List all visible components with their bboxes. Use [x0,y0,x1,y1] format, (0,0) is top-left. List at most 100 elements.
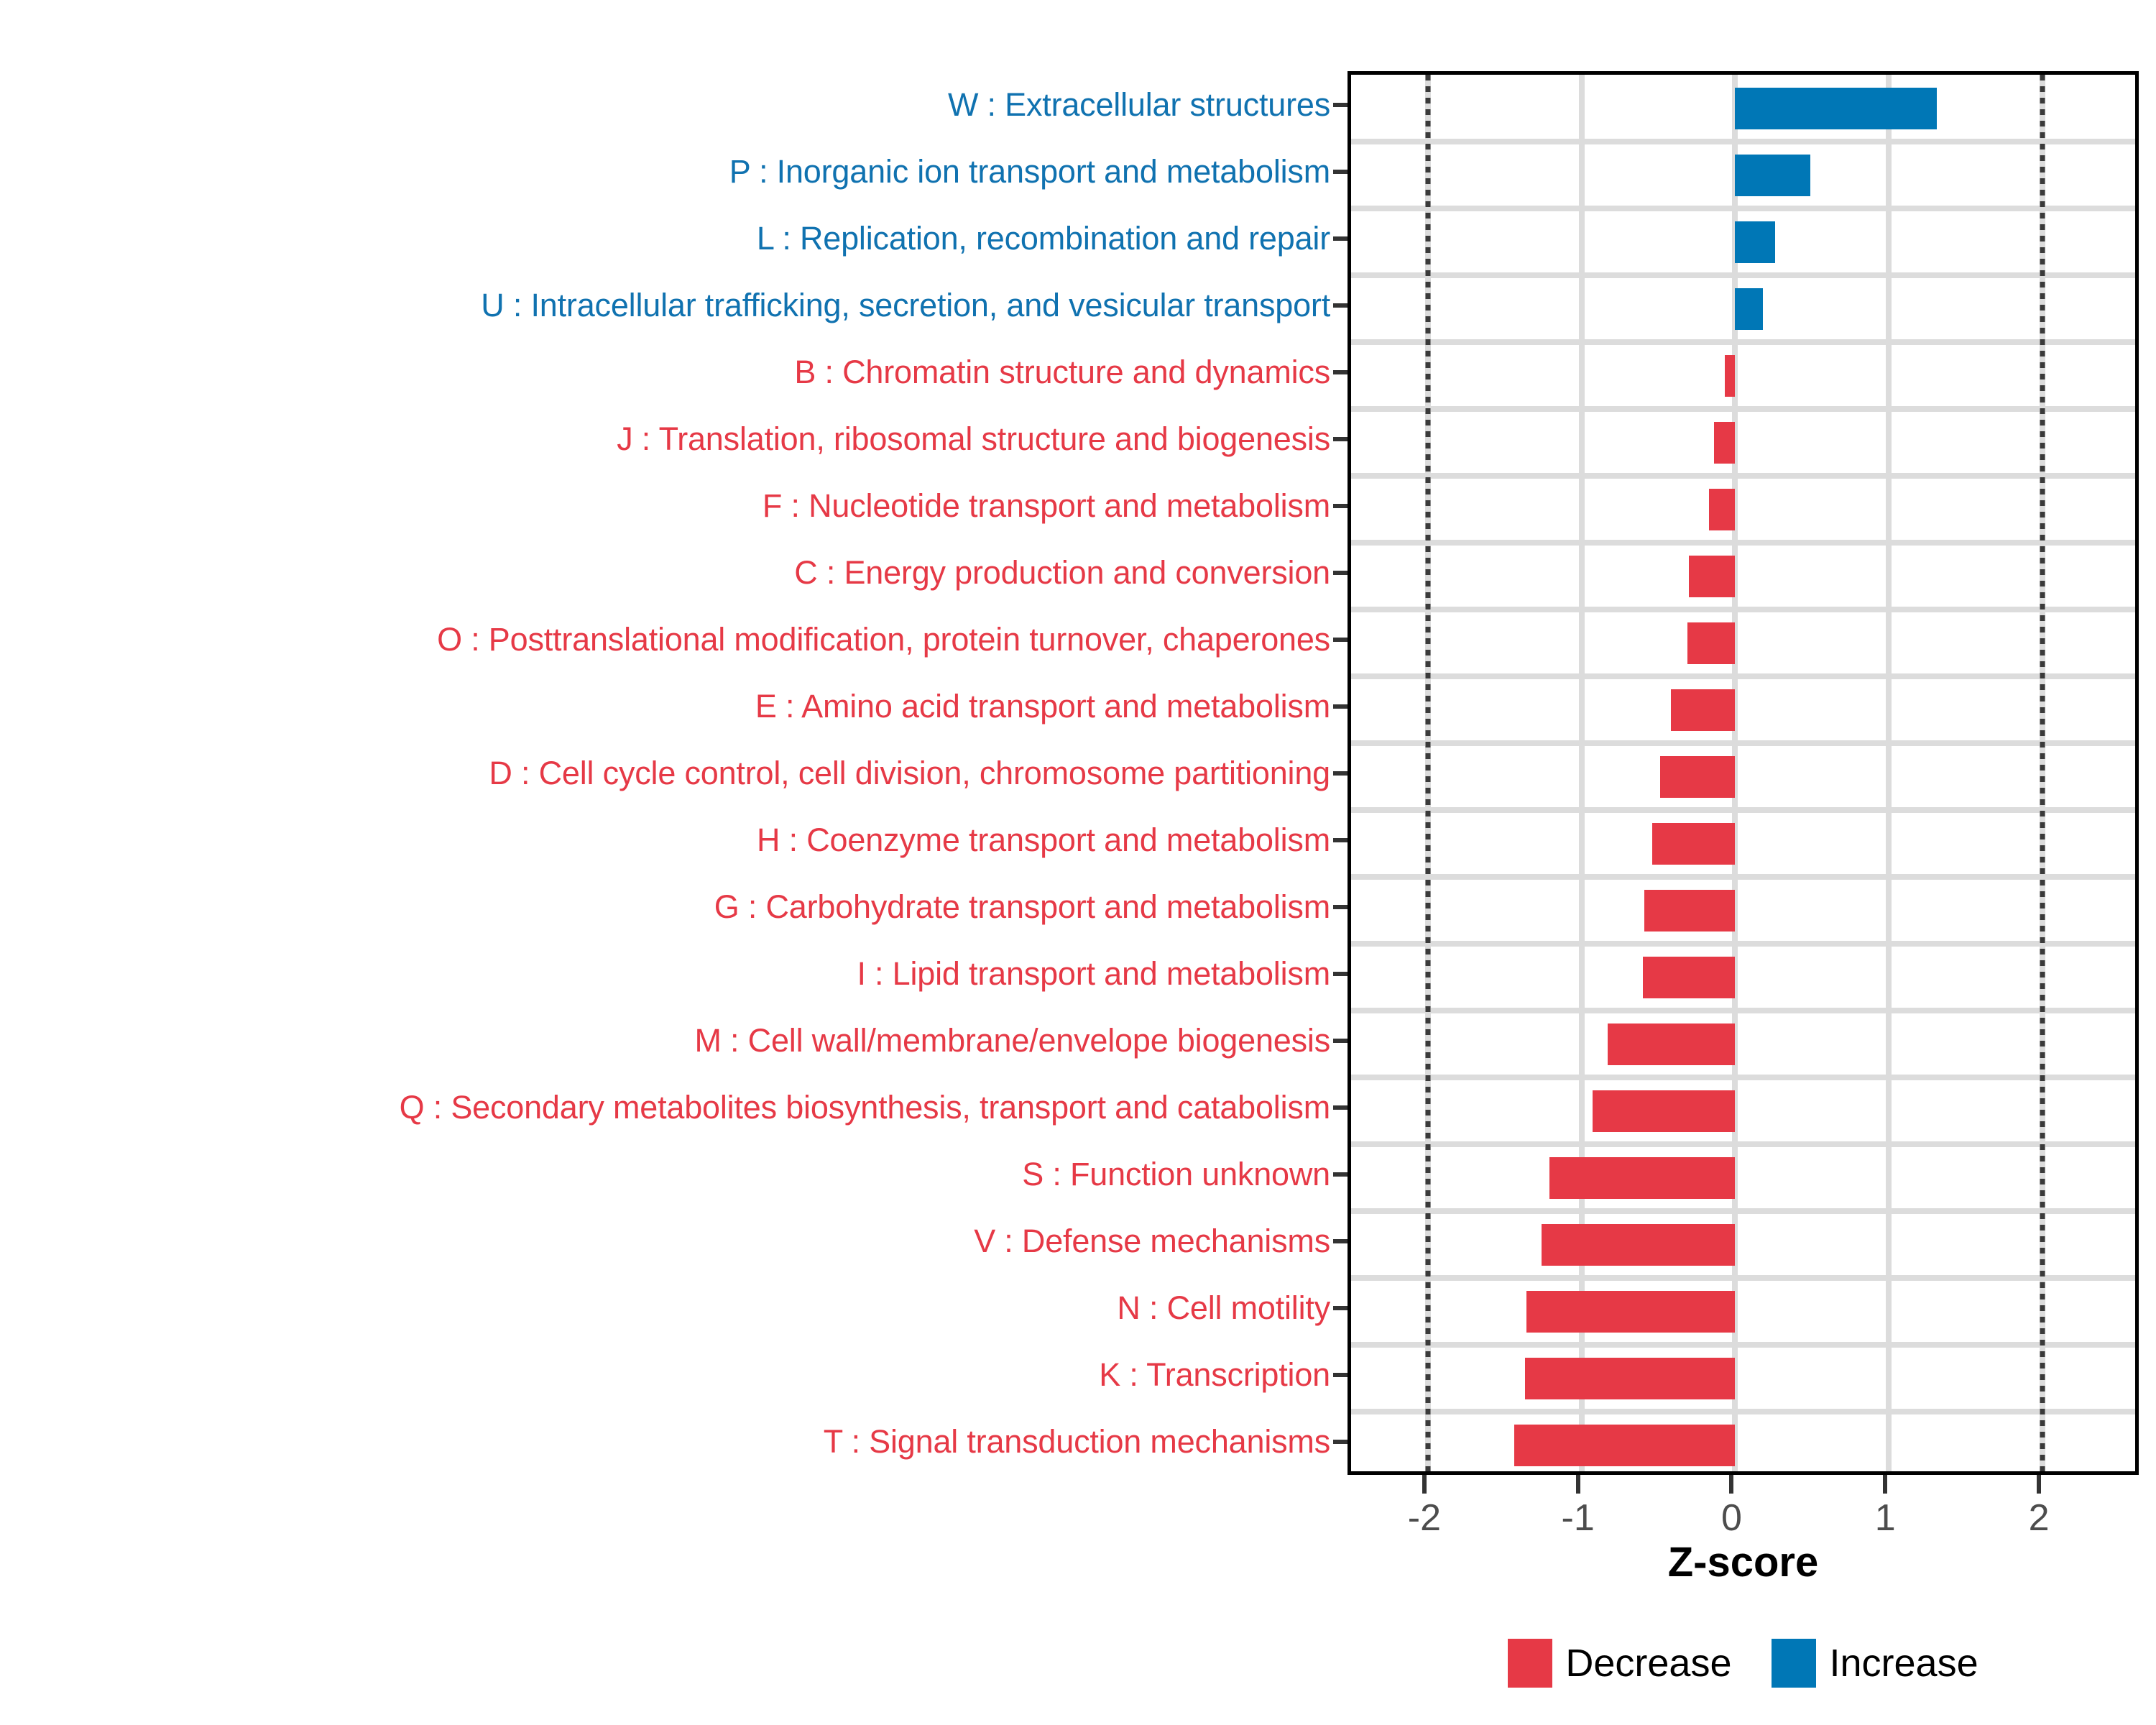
y-axis-tick [1333,873,1348,940]
y-axis-category-label: E : Amino acid transport and metabolism [755,687,1330,724]
bar[interactable] [1652,822,1736,865]
y-axis-category-label: F : Nucleotide transport and metabolism [762,487,1330,524]
y-axis-tick [1333,405,1348,472]
y-axis-label-row: P : Inorganic ion transport and metaboli… [0,138,1339,205]
horizontal-gridline [1351,1008,2135,1013]
x-axis-tick [1883,1475,1888,1494]
bar[interactable] [1524,1357,1736,1399]
horizontal-gridline [1351,1275,2135,1281]
horizontal-gridline [1351,139,2135,144]
y-axis-label-row: M : Cell wall/membrane/envelope biogenes… [0,1007,1339,1074]
bar[interactable] [1592,1090,1736,1132]
y-axis-label-row: U : Intracellular trafficking, secretion… [0,272,1339,339]
horizontal-gridline [1351,540,2135,546]
y-axis-tick [1333,806,1348,873]
y-axis-label-row: N : Cell motility [0,1274,1339,1341]
bar[interactable] [1659,755,1736,798]
bar[interactable] [1608,1023,1736,1065]
horizontal-gridline [1351,1342,2135,1348]
plot-panel-inner [1351,75,2135,1471]
y-axis-category-label: C : Energy production and conversion [794,553,1330,591]
y-axis-category-label: S : Function unknown [1022,1155,1330,1192]
bar[interactable] [1526,1290,1736,1333]
y-axis-category-label: W : Extracellular structures [947,86,1330,123]
y-axis-category-label: N : Cell motility [1117,1289,1330,1326]
y-axis-category-labels: W : Extracellular structures P : Inorgani… [0,71,1339,1475]
legend-swatch-increase [1772,1639,1817,1688]
x-axis-tick [2037,1475,2042,1494]
y-axis-category-label: O : Posttranslational modification, prot… [437,620,1330,658]
x-axis-tick-label: 2 [2028,1497,2050,1539]
bar[interactable] [1687,622,1736,664]
bar[interactable] [1542,1223,1736,1266]
plot-panel [1348,71,2139,1475]
bar[interactable] [1643,956,1736,998]
bar[interactable] [1670,689,1736,731]
bar[interactable] [1724,354,1736,397]
x-axis: -2 -1 0 1 2 [1348,1475,2139,1561]
y-axis-label-row: E : Amino acid transport and metabolism [0,673,1339,740]
y-axis-label-row: W : Extracellular structures [0,71,1339,138]
bar[interactable] [1735,154,1811,196]
x-axis-title: Z-score [1667,1539,1819,1586]
y-axis-tick [1333,1208,1348,1274]
y-axis-label-row: G : Carbohydrate transport and metabolis… [0,873,1339,940]
y-axis-label-row: I : Lipid transport and metabolism [0,940,1339,1007]
horizontal-gridline [1351,272,2135,278]
y-axis-tick [1333,1341,1348,1408]
y-axis-label-row: S : Function unknown [0,1141,1339,1208]
x-axis-tick-label: 0 [1720,1497,1742,1539]
y-axis-label-row: Q : Secondary metabolites biosynthesis, … [0,1074,1339,1141]
bar[interactable] [1514,1424,1736,1466]
y-axis-tick [1333,1408,1348,1475]
x-axis-tick [1575,1475,1580,1494]
y-axis-label-row: O : Posttranslational modification, prot… [0,606,1339,673]
y-axis-label-row: B : Chromatin structure and dynamics [0,339,1339,405]
bar[interactable] [1689,555,1736,597]
x-axis-tick-label: -2 [1407,1497,1442,1539]
legend-item[interactable]: Increase [1772,1639,1978,1688]
y-axis-label-row: F : Nucleotide transport and metabolism [0,472,1339,539]
bar[interactable] [1709,488,1736,530]
y-axis-label-row: H : Coenzyme transport and metabolism [0,806,1339,873]
y-axis-category-label: G : Carbohydrate transport and metabolis… [714,888,1330,925]
bar[interactable] [1735,87,1937,129]
y-axis-tick [1333,1007,1348,1074]
y-axis-label-row: K : Transcription [0,1341,1339,1408]
y-axis-tick-marks [1333,71,1348,1475]
horizontal-gridline [1351,807,2135,813]
bar[interactable] [1644,889,1736,932]
y-axis-tick [1333,339,1348,405]
y-axis-tick [1333,673,1348,740]
horizontal-gridline [1351,1141,2135,1147]
y-axis-category-label: M : Cell wall/membrane/envelope biogenes… [694,1021,1330,1059]
y-axis-category-label: Q : Secondary metabolites biosynthesis, … [399,1088,1331,1126]
y-axis-category-label: D : Cell cycle control, cell division, c… [489,754,1330,791]
legend-swatch-decrease [1508,1639,1553,1688]
y-axis-label-row: V : Defense mechanisms [0,1208,1339,1274]
bar[interactable] [1713,421,1736,464]
horizontal-gridline [1351,673,2135,679]
legend: Decrease Increase [1348,1639,2139,1688]
bar[interactable] [1549,1156,1736,1199]
legend-item[interactable]: Decrease [1508,1639,1731,1688]
vertical-gridline [1886,75,1892,1471]
legend-label: Increase [1829,1642,1978,1685]
y-axis-category-label: V : Defense mechanisms [974,1222,1330,1259]
horizontal-gridline [1351,339,2135,345]
y-axis-tick [1333,606,1348,673]
y-axis-tick [1333,1074,1348,1141]
x-axis-tick [1729,1475,1734,1494]
reference-line [1425,75,1431,1471]
y-axis-category-label: P : Inorganic ion transport and metaboli… [729,152,1330,190]
y-axis-label-row: T : Signal transduction mechanisms [0,1408,1339,1475]
legend-label: Decrease [1565,1642,1732,1685]
x-axis-tick-label: -1 [1561,1497,1595,1539]
bar[interactable] [1735,288,1763,330]
bar[interactable] [1735,221,1776,263]
y-axis-tick [1333,940,1348,1007]
horizontal-gridline [1351,406,2135,412]
horizontal-gridline [1351,1208,2135,1214]
y-axis-category-label: H : Coenzyme transport and metabolism [757,821,1330,858]
vertical-gridline [1732,75,1738,1471]
